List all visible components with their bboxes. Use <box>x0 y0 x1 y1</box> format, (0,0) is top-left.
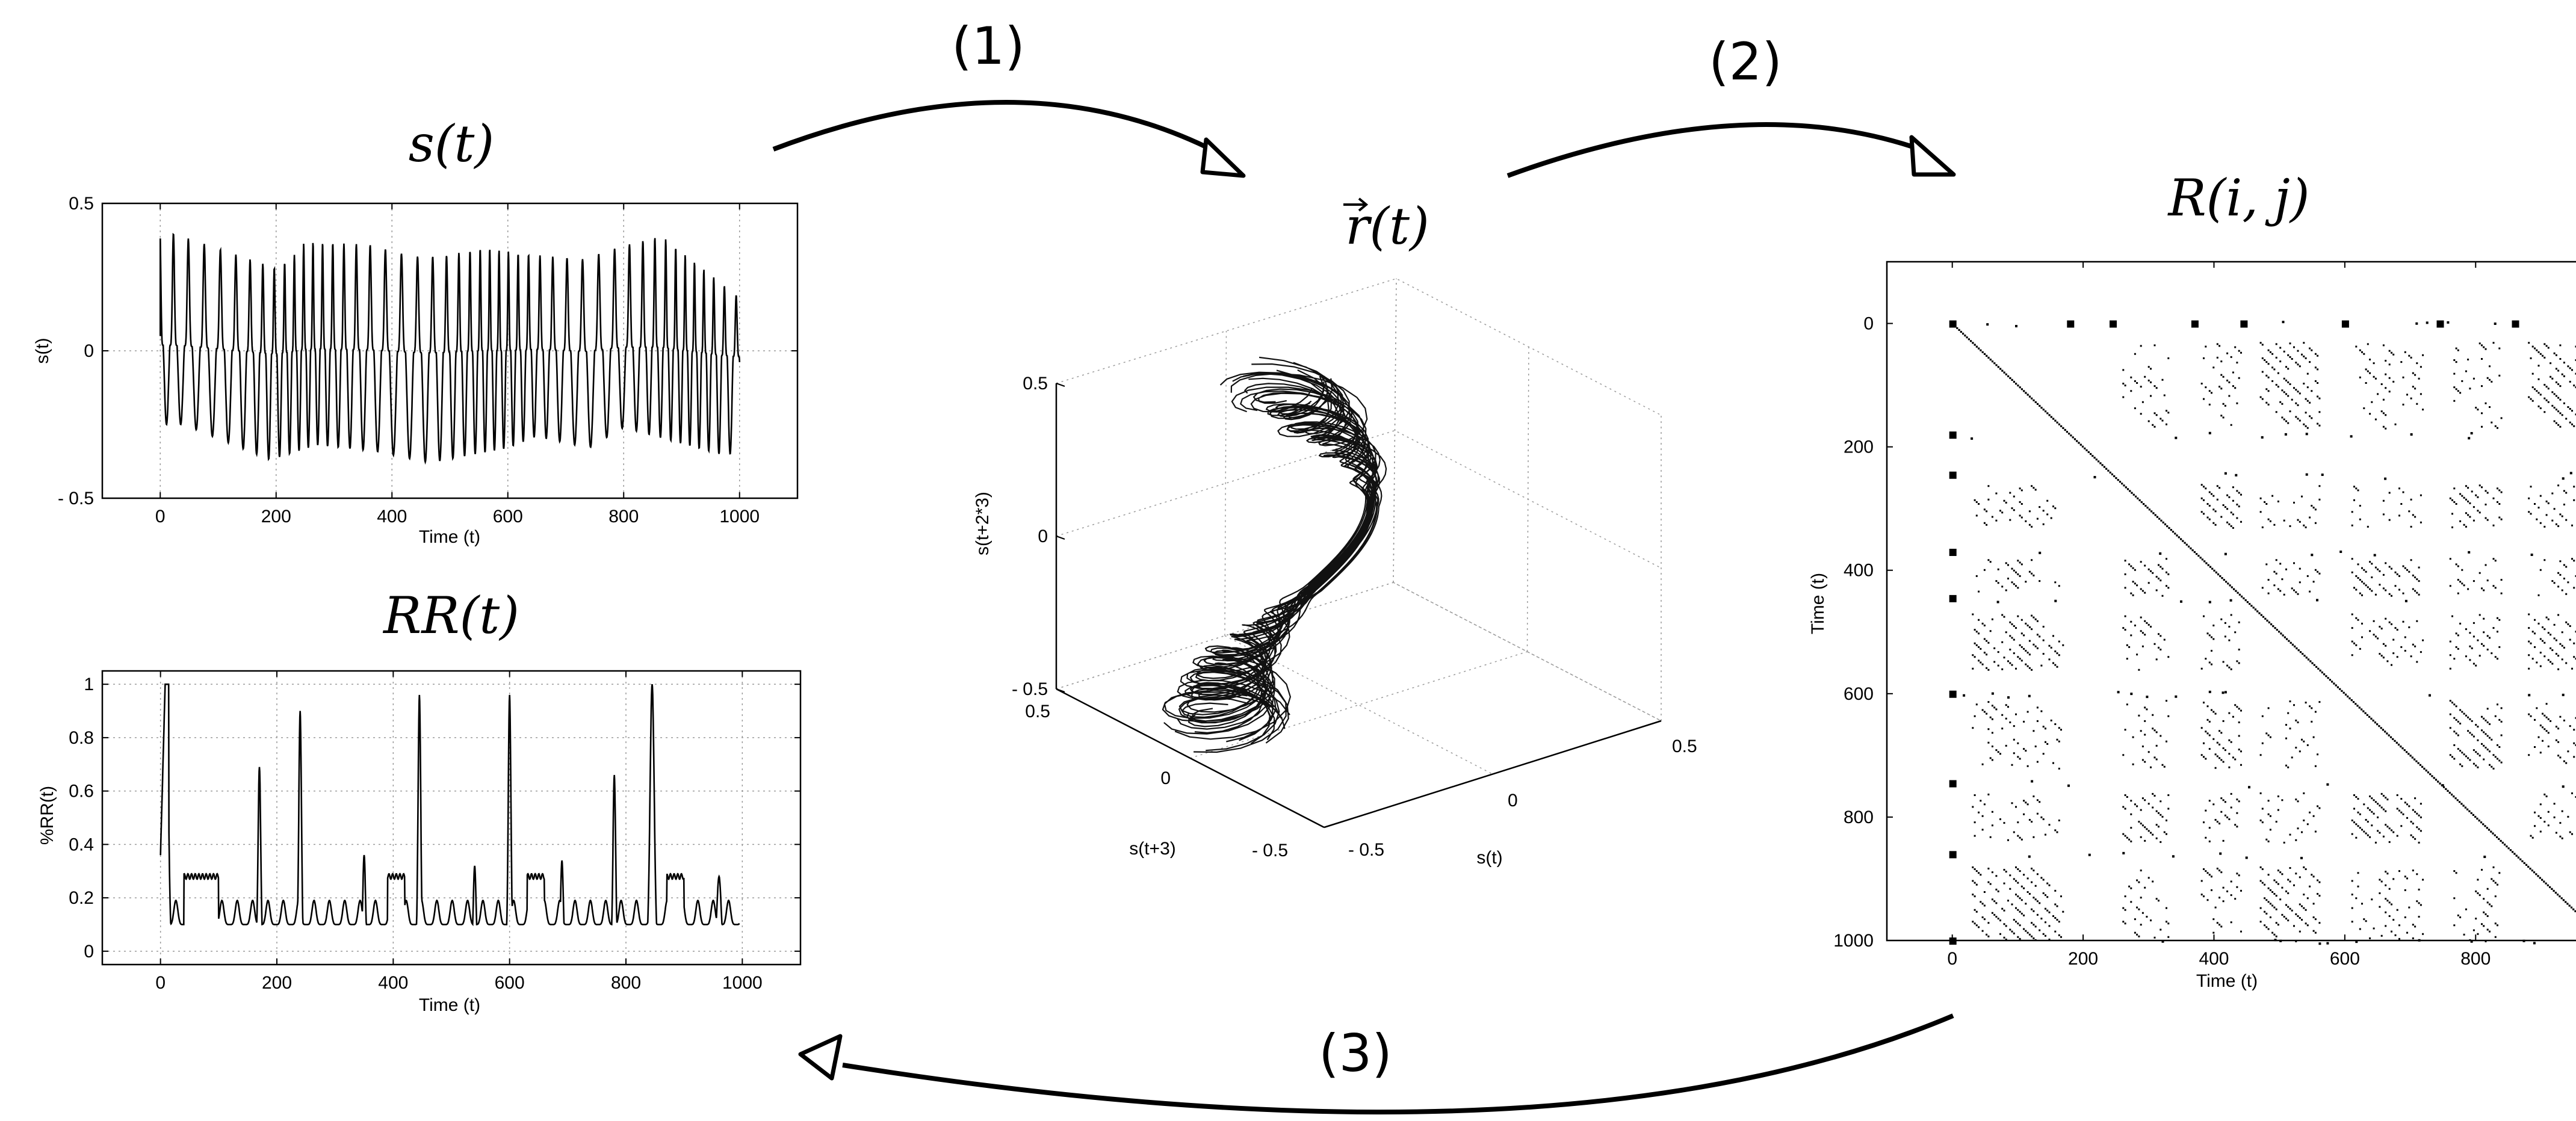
recurrence-plot-x-axis-label: Time (t) <box>2196 971 2258 991</box>
phase-space-gridline <box>1224 330 1227 636</box>
recurrence-plot-y-tick-label: 0 <box>1863 314 1874 334</box>
recurrence-rate-x-axis-label: Time (t) <box>419 995 480 1015</box>
recurrence-rate-y-tick-label: 0.4 <box>69 835 94 854</box>
recurrence-points <box>1949 320 2576 945</box>
signal-x-tick-label: 1000 <box>719 507 760 527</box>
recurrence-rate-title: RR(t) <box>382 586 519 645</box>
flow-step-2-label: (2) <box>1709 32 1782 92</box>
recurrence-plot-y-tick-label: 400 <box>1844 561 1874 581</box>
phase-space-gridline <box>1393 582 1662 721</box>
flow-arrow-3 <box>798 1013 1954 1115</box>
recurrence-plot-y-tick-label: 800 <box>1844 808 1874 827</box>
recurrence-rate-ticks: 0 200 400 600 800 1000 0 0.2 0.4 0.6 0.8 1 <box>69 671 800 993</box>
phase-space-z-axis-label: s(t+3) <box>1129 839 1176 859</box>
recurrence-plot-ticks: 0 200 400 600 800 0 200 400 600 800 1000 <box>1833 262 2491 969</box>
phase-space-z-tick-label: 0 <box>1160 768 1171 788</box>
recurrence-plot-panel: R(i, j) 0 200 400 600 800 0 200 400 600 800 1000 T… <box>1808 168 2576 991</box>
recurrence-plot-x-tick-label: 400 <box>2199 949 2229 969</box>
phase-space-attractor <box>1162 356 1387 753</box>
signal-series-line <box>159 232 741 465</box>
flow-arrow-1 <box>772 100 1246 178</box>
recurrence-rate-y-tick-label: 0.6 <box>69 782 94 801</box>
recurrence-rate-x-tick-label: 0 <box>155 973 166 993</box>
signal-x-tick-label: 0 <box>155 507 166 527</box>
phase-space-y-tick <box>1056 383 1065 387</box>
flow-step-3-label: (3) <box>1319 1024 1392 1084</box>
signal-y-tick-label: 0.5 <box>69 194 94 214</box>
phase-space-y-tick-label: - 0.5 <box>1012 679 1048 699</box>
recurrence-rate-x-tick-label: 200 <box>262 973 292 993</box>
phase-space-y-tick <box>1056 688 1065 693</box>
phase-space-ticks: - 0.5 0 0.5 - 0.5 0 0.5 - 0.5 0 0.5 <box>1012 374 1697 860</box>
recurrence-plot-x-tick-label: 800 <box>2460 949 2491 969</box>
signal-x-tick-label: 600 <box>493 507 523 527</box>
recurrence-rate-x-tick-label: 1000 <box>722 973 763 993</box>
recurrence-rate-y-tick-label: 1 <box>84 675 94 694</box>
signal-panel: s(t) 0 200 400 600 800 1000 - 0.5 0 0.5 Time (t)… <box>33 114 799 547</box>
recurrence-plot-y-axis-label: Time (t) <box>1808 573 1828 634</box>
signal-x-tick-label: 400 <box>377 507 407 527</box>
phase-space-gridline <box>1056 582 1662 721</box>
phase-space-gridline <box>1393 278 1397 583</box>
recurrence-rate-y-axis-label: %RR(t) <box>37 786 57 845</box>
phase-space-gridline <box>1190 651 1528 759</box>
recurrence-plot-y-tick-label: 1000 <box>1833 931 1874 951</box>
signal-x-tick-label: 200 <box>261 507 291 527</box>
vector-arrow-accent <box>1343 197 1369 212</box>
phase-space-y-tick-label: 0 <box>1038 527 1048 546</box>
phase-space-x-tick-label: - 0.5 <box>1348 840 1384 860</box>
phase-space-panel: r(t) - 0.5 0 0.5 - 0.5 0 0.5 - 0.5 0 0.5 s(t) s(… <box>973 197 1697 868</box>
recurrence-rate-grid <box>102 671 800 965</box>
recurrence-rate-x-tick-label: 400 <box>378 973 408 993</box>
attractor-trajectory <box>1162 356 1387 753</box>
recurrence-rate-series-line <box>159 683 740 927</box>
signal-x-axis-label: Time (t) <box>419 527 480 547</box>
phase-space-x-tick-label: 0 <box>1508 791 1518 811</box>
recurrence-plot-title: R(i, j) <box>2167 168 2309 227</box>
recurrence-plot-x-tick-label: 200 <box>2068 949 2098 969</box>
phase-space-gridline <box>1056 278 1662 416</box>
phase-space-depth-axis <box>1056 688 1325 829</box>
recurrence-plot-y-tick-label: 200 <box>1844 437 1874 457</box>
signal-y-tick-label: 0 <box>84 341 94 361</box>
phase-space-x-axis-label: s(t) <box>1476 848 1502 868</box>
signal-x-tick-label: 800 <box>608 507 639 527</box>
signal-y-tick-label: - 0.5 <box>58 489 94 508</box>
recurrence-plot-y-tick-label: 600 <box>1844 684 1874 704</box>
phase-space-y-tick-label: 0.5 <box>1023 374 1048 394</box>
signal-title: s(t) <box>409 114 494 173</box>
phase-space-title: r(t) <box>1345 197 1429 256</box>
phase-space-z-tick-label: - 0.5 <box>1252 841 1288 860</box>
recurrence-rate-y-tick-label: 0 <box>84 942 94 962</box>
recurrence-rate-panel: RR(t) 0 200 400 600 800 1000 0 0.2 0.4 0.6 0.8 1 Ti… <box>37 586 802 1015</box>
phase-space-z-tick-label: 0.5 <box>1025 702 1050 721</box>
flow-arrow-2 <box>1506 122 1956 178</box>
recurrence-rate-x-tick-label: 800 <box>611 973 641 993</box>
recurrence-rate-axes-frame <box>101 670 802 966</box>
phase-space-horizontal-axis <box>1324 720 1662 829</box>
recurrence-rate-y-tick-label: 0.8 <box>69 728 94 748</box>
recurrence-plot-x-tick-label: 0 <box>1947 949 1957 969</box>
recurrence-rate-x-tick-label: 600 <box>495 973 525 993</box>
signal-y-axis-label: s(t) <box>33 338 52 363</box>
recurrence-plot-axes-frame <box>1886 261 2576 942</box>
recurrence-plot-x-tick-label: 600 <box>2330 949 2360 969</box>
phase-space-x-tick-label: 0.5 <box>1672 737 1697 756</box>
flow-step-1-label: (1) <box>952 16 1025 76</box>
signal-ticks: 0 200 400 600 800 1000 - 0.5 0 0.5 <box>58 194 797 527</box>
recurrence-plot-points <box>1949 320 2576 945</box>
recurrence-rate-y-tick-label: 0.2 <box>69 888 94 908</box>
phase-space-y-tick <box>1056 536 1065 540</box>
phase-space-y-axis-label: s(t+2*3) <box>973 492 992 555</box>
